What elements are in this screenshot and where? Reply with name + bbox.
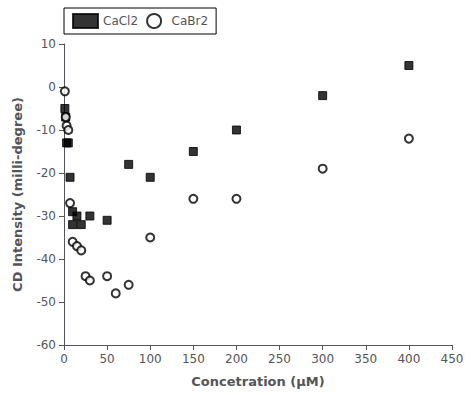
svg-text:300: 300 bbox=[311, 352, 334, 366]
svg-text:200: 200 bbox=[225, 352, 248, 366]
svg-text:50: 50 bbox=[99, 352, 114, 366]
svg-text:-60: -60 bbox=[36, 338, 56, 352]
svg-text:CaCl2: CaCl2 bbox=[103, 14, 138, 28]
svg-text:-10: -10 bbox=[36, 123, 56, 137]
svg-text:10: 10 bbox=[41, 37, 56, 51]
svg-text:450: 450 bbox=[441, 352, 464, 366]
svg-text:0: 0 bbox=[48, 80, 56, 94]
svg-text:250: 250 bbox=[268, 352, 291, 366]
svg-text:100: 100 bbox=[139, 352, 162, 366]
svg-text:CaBr2: CaBr2 bbox=[172, 14, 209, 28]
svg-text:150: 150 bbox=[182, 352, 205, 366]
svg-text:-30: -30 bbox=[36, 209, 56, 223]
svg-text:Concetration (μM): Concetration (μM) bbox=[191, 374, 324, 389]
svg-text:CD Intensity (milli-degree): CD Intensity (milli-degree) bbox=[10, 97, 25, 292]
svg-text:350: 350 bbox=[354, 352, 377, 366]
svg-text:400: 400 bbox=[397, 352, 420, 366]
svg-text:-20: -20 bbox=[36, 166, 56, 180]
svg-text:-40: -40 bbox=[36, 252, 56, 266]
svg-text:0: 0 bbox=[60, 352, 68, 366]
svg-text:-50: -50 bbox=[36, 295, 56, 309]
